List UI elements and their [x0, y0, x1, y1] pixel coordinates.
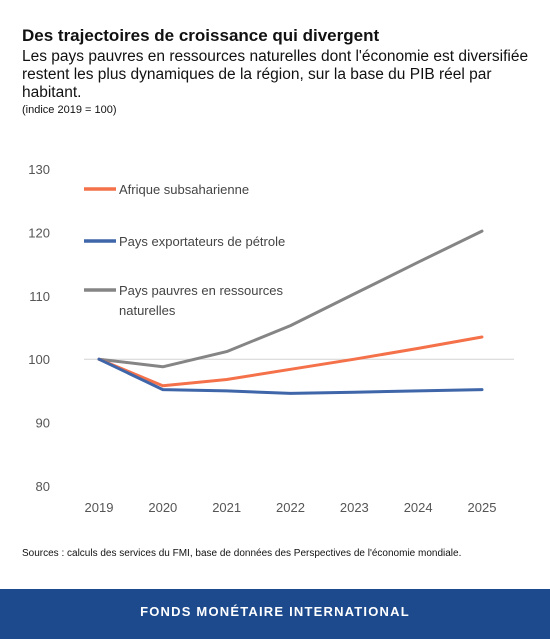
unit-note: (indice 2019 = 100) — [22, 104, 117, 116]
legend-label: Pays pauvres en ressources — [119, 283, 284, 298]
legend-label: Afrique subsaharienne — [119, 182, 249, 197]
x-tick-label: 2025 — [468, 500, 497, 515]
series-line-3 — [97, 229, 484, 369]
chart-subtitle: Les pays pauvres en ressources naturelle… — [22, 48, 529, 101]
y-tick-label: 80 — [36, 479, 50, 494]
y-tick-label: 110 — [29, 289, 50, 304]
x-tick-label: 2021 — [212, 500, 241, 515]
legend-label: naturelles — [119, 303, 176, 318]
series-line-1 — [97, 335, 484, 388]
line-chart: 80 90 100 110 120 130 2019 2020 2021 2022 2023 202… — [28, 162, 514, 515]
x-tick-label: 2023 — [340, 500, 369, 515]
x-tick-label: 2020 — [148, 500, 177, 515]
source-note: Sources : calculs des services du FMI, b… — [22, 548, 462, 559]
chart-title: Des trajectoires de croissance qui diver… — [22, 26, 380, 45]
footer-bar: FONDS MONÉTAIRE INTERNATIONAL — [0, 589, 550, 639]
x-tick-label: 2019 — [85, 500, 114, 515]
y-tick-label: 130 — [28, 162, 50, 177]
y-tick-label: 120 — [28, 225, 50, 240]
x-tick-label: 2024 — [404, 500, 433, 515]
series-line-2 — [97, 357, 484, 395]
x-tick-label: 2022 — [276, 500, 305, 515]
legend-label: Pays exportateurs de pétrole — [119, 234, 285, 249]
y-tick-label: 100 — [28, 352, 50, 367]
y-tick-label: 90 — [36, 416, 50, 431]
footer-text: FONDS MONÉTAIRE INTERNATIONAL — [140, 604, 410, 619]
